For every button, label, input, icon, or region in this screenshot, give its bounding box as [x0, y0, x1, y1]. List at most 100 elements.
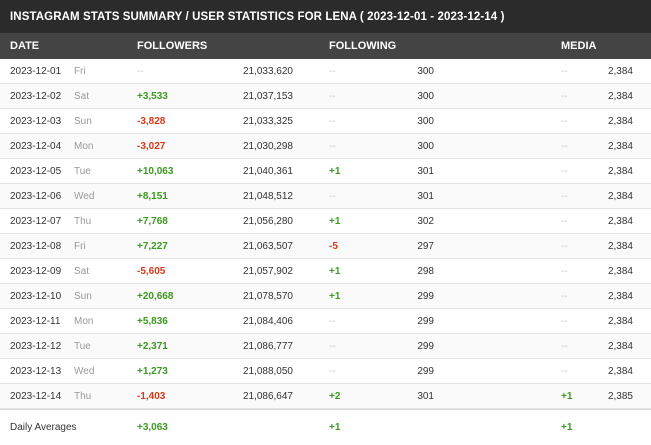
row-following-change: -- [329, 116, 336, 127]
avg-followers: +3,063 [137, 422, 168, 433]
row-date: 2023-12-04 [10, 141, 62, 152]
table-row: 2023-12-11 Mon +5,836 21,084,406 -- 299 -- 2,38… [0, 309, 651, 334]
row-date: 2023-12-10 [10, 291, 62, 302]
row-followers-change: -1,403 [137, 391, 166, 402]
row-media-change: -- [561, 91, 568, 102]
daily-averages-label: Daily Averages [10, 422, 77, 433]
row-date: 2023-12-08 [10, 241, 62, 252]
row-day: Sun [74, 291, 92, 302]
row-date: 2023-12-09 [10, 266, 62, 277]
table-row: 2023-12-01 Fri -- 21,033,620 -- 300 -- 2,384 [0, 59, 651, 84]
row-following-total: 298 [417, 266, 434, 277]
row-media-total: 2,384 [607, 266, 633, 277]
row-followers-total: 21,057,902 [242, 266, 293, 277]
row-following-change: +2 [329, 391, 341, 402]
row-following-change: +1 [329, 291, 341, 302]
row-media-total: 2,384 [607, 341, 633, 352]
row-followers-total: 21,040,361 [242, 166, 293, 177]
row-media-change: +1 [561, 391, 573, 402]
stats-table-body: 2023-12-01 Fri -- 21,033,620 -- 300 -- 2,384 202… [0, 59, 651, 409]
row-followers-total: 21,033,620 [242, 66, 293, 77]
row-following-total: 300 [417, 116, 434, 127]
row-date: 2023-12-01 [10, 66, 62, 77]
row-followers-total: 21,033,325 [242, 116, 293, 127]
row-followers-change: +5,836 [137, 316, 168, 327]
row-following-total: 301 [417, 166, 434, 177]
row-day: Thu [74, 391, 92, 402]
row-following-change: -- [329, 66, 336, 77]
row-media-change: -- [561, 241, 568, 252]
page-title: INSTAGRAM STATS SUMMARY / USER STATISTIC… [0, 0, 651, 33]
header-date[interactable]: DATE [10, 40, 40, 52]
row-media-change: -- [561, 66, 568, 77]
row-followers-change: -3,828 [137, 116, 166, 127]
row-followers-total: 21,030,298 [242, 141, 293, 152]
row-following-total: 299 [417, 366, 434, 377]
row-following-total: 300 [417, 66, 434, 77]
row-following-change: +1 [329, 166, 341, 177]
table-row: 2023-12-09 Sat -5,605 21,057,902 +1 298 -- 2,38… [0, 259, 651, 284]
row-date: 2023-12-07 [10, 216, 62, 227]
table-row: 2023-12-06 Wed +8,151 21,048,512 -- 301 -- 2,38… [0, 184, 651, 209]
row-media-change: -- [561, 266, 568, 277]
row-followers-total: 21,086,777 [242, 341, 293, 352]
row-following-total: 301 [417, 391, 434, 402]
row-day: Sat [74, 91, 90, 102]
row-following-total: 299 [417, 291, 434, 302]
row-media-change: -- [561, 366, 568, 377]
table-row: 2023-12-13 Wed +1,273 21,088,050 -- 299 -- 2,38… [0, 359, 651, 384]
row-followers-change: +2,371 [137, 341, 168, 352]
row-followers-total: 21,084,406 [242, 316, 293, 327]
avg-media: +1 [561, 422, 573, 433]
header-media[interactable]: MEDIA [561, 40, 597, 52]
row-media-change: -- [561, 116, 568, 127]
row-followers-total: 21,056,280 [242, 216, 293, 227]
row-followers-change: +8,151 [137, 191, 168, 202]
row-followers-total: 21,048,512 [242, 191, 293, 202]
row-following-change: -- [329, 366, 336, 377]
row-day: Tue [74, 341, 91, 352]
row-media-change: -- [561, 341, 568, 352]
header-following[interactable]: FOLLOWING [329, 40, 397, 52]
row-following-change: -- [329, 91, 336, 102]
row-day: Tue [74, 166, 91, 177]
row-media-total: 2,384 [607, 91, 633, 102]
row-media-total: 2,384 [607, 366, 633, 377]
row-followers-change: -3,027 [137, 141, 166, 152]
row-day: Fri [74, 241, 86, 252]
row-media-change: -- [561, 141, 568, 152]
row-media-total: 2,384 [607, 166, 633, 177]
row-following-total: 301 [417, 191, 434, 202]
row-followers-total: 21,086,647 [242, 391, 293, 402]
row-following-total: 300 [417, 141, 434, 152]
row-media-total: 2,384 [607, 241, 633, 252]
row-date: 2023-12-12 [10, 341, 62, 352]
row-date: 2023-12-14 [10, 391, 62, 402]
table-row: 2023-12-07 Thu +7,768 21,056,280 +1 302 -- 2,38… [0, 209, 651, 234]
table-row: 2023-12-05 Tue +10,063 21,040,361 +1 301 -- 2,3… [0, 159, 651, 184]
row-followers-change: +7,768 [137, 216, 168, 227]
row-day: Wed [74, 366, 95, 377]
row-media-total: 2,384 [607, 291, 633, 302]
row-media-total: 2,384 [607, 216, 633, 227]
row-following-change: -- [329, 141, 336, 152]
row-followers-change: +3,533 [137, 91, 168, 102]
daily-averages-row: Daily Averages +3,063 +1 +1 [0, 409, 651, 444]
row-following-total: 300 [417, 91, 434, 102]
table-row: 2023-12-14 Thu -1,403 21,086,647 +2 301 +1 2,38… [0, 384, 651, 409]
header-followers[interactable]: FOLLOWERS [137, 40, 208, 52]
row-followers-change: +10,063 [137, 166, 174, 177]
row-followers-total: 21,063,507 [242, 241, 293, 252]
row-followers-total: 21,037,153 [242, 91, 293, 102]
row-media-change: -- [561, 216, 568, 227]
row-day: Sun [74, 116, 92, 127]
row-following-change: -- [329, 341, 336, 352]
row-following-change: -5 [329, 241, 338, 252]
row-followers-total: 21,088,050 [242, 366, 293, 377]
row-following-total: 299 [417, 316, 434, 327]
row-date: 2023-12-03 [10, 116, 62, 127]
row-media-change: -- [561, 316, 568, 327]
row-media-total: 2,384 [607, 116, 633, 127]
row-followers-change: -- [137, 66, 144, 77]
row-media-total: 2,384 [607, 66, 633, 77]
